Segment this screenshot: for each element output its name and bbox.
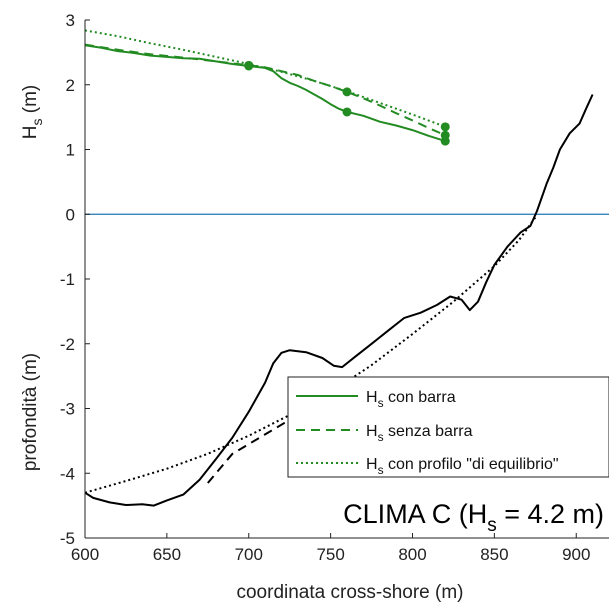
series-line-1 [84, 43, 446, 137]
y-axis-title-bottom: profondità (m) [20, 353, 41, 471]
series-line-3 [84, 94, 594, 507]
x-tick-label-6: 900 [562, 545, 590, 564]
y-tick-label-7: 2 [66, 76, 75, 95]
y-axis-title-top-sub: s [29, 119, 45, 126]
series-line-0 [84, 44, 446, 143]
series-1-marker-1 [342, 87, 352, 97]
x-tick-label-4: 800 [398, 545, 426, 564]
legend: Hs con barra Hs senza barra Hs con profi… [287, 376, 609, 478]
series-1-marker-2 [440, 130, 450, 140]
legend-label-profilo-equilibrio: Hs con profilo "di equilibrio" [366, 456, 559, 477]
y-tick-label-6: 1 [66, 141, 75, 160]
series-line-4 [207, 414, 299, 484]
tick-marks [84, 19, 577, 539]
x-tick-label-5: 850 [480, 545, 508, 564]
y-tick-label-8: 3 [66, 11, 75, 30]
series-line-2 [84, 29, 446, 128]
y-axis-title-top-rest: (m) [20, 85, 41, 119]
y-axis-title-top: Hs (m) [20, 85, 45, 140]
x-tick-label-2: 700 [235, 545, 263, 564]
y-axis-title-top-main: H [20, 126, 41, 140]
y-tick-label-4: -1 [60, 270, 75, 289]
y-tick-label-5: 0 [66, 205, 75, 224]
x-tick-label-3: 750 [316, 545, 344, 564]
climate-annotation: CLIMA C (Hs = 4.2 m) [343, 499, 604, 536]
y-tick-label-3: -2 [60, 335, 75, 354]
y-tick-label-2: -3 [60, 400, 75, 419]
y-tick-label-0: -5 [60, 529, 75, 548]
x-tick-label-1: 650 [153, 545, 181, 564]
x-axis-title: coordinata cross-shore (m) [236, 582, 463, 603]
y-tick-label-1: -4 [60, 464, 75, 483]
x-tick-label-0: 600 [71, 545, 99, 564]
tick-labels: 600 650 700 750 800 850 900 -5 -4 -3 -2 -1 0 1 2 3 [60, 11, 591, 564]
series-2-marker-0 [440, 122, 450, 132]
legend-label-con-barra: Hs con barra [366, 389, 456, 410]
series-0-marker-1 [342, 107, 352, 117]
legend-label-senza-barra: Hs senza barra [366, 423, 473, 444]
legend-box [287, 376, 609, 478]
series-1-marker-0 [244, 60, 254, 70]
